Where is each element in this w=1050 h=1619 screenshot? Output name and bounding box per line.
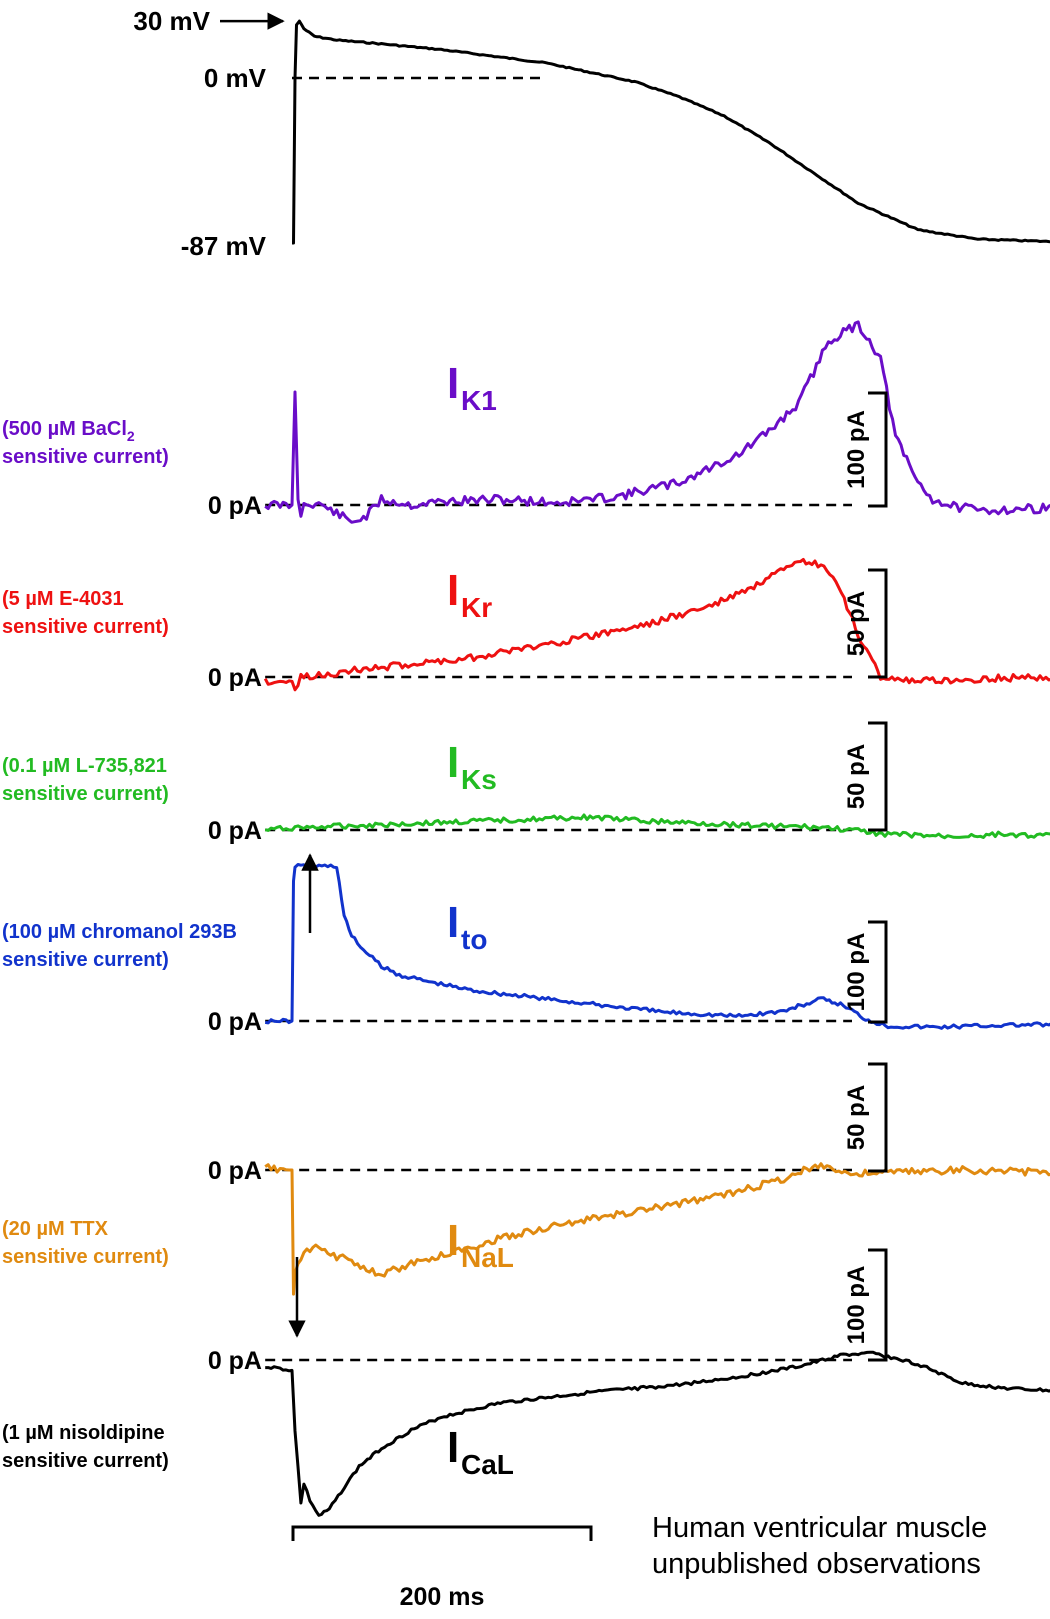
ical-current-label: I (447, 1423, 459, 1472)
footnote-line-1: Human ventricular muscle (652, 1512, 988, 1544)
iks-scale-bar (868, 721, 888, 832)
iks-trace (264, 813, 1050, 840)
ik1-scale-bar (868, 391, 888, 508)
inal-current-subscript: NaL (461, 1242, 514, 1273)
inal-zero-label: 0 pA (208, 1157, 262, 1185)
ical-trace (265, 1350, 1050, 1517)
ito-scale-label: 100 pA (843, 933, 870, 1012)
inal-trace (264, 1162, 1050, 1296)
iks-drug-line-1: (0.1 µM L-735,821 (2, 755, 167, 777)
ik1-zero-label: 0 pA (208, 492, 262, 520)
ik1-drug-line-1: (500 µM BaCl2 (2, 418, 135, 444)
ikr-drug-line-2: sensitive current) (2, 616, 169, 638)
ik1-drug-line-2: sensitive current) (2, 446, 169, 468)
ikr-drug-line-1: (5 µM E-4031 (2, 588, 124, 610)
ap-peak-label: 30 mV (133, 6, 210, 36)
time-scale-line (291, 1525, 593, 1541)
ik1-scale-label: 100 pA (843, 410, 870, 489)
iks-zero-label: 0 pA (208, 817, 262, 845)
panel-ical: 0 pA I CaL (1 µM nisoldipine sensitive curre… (2, 1248, 1050, 1517)
ical-zero-label: 0 pA (208, 1347, 262, 1375)
ito-drug-line-1: (100 µM chromanol 293B (2, 921, 237, 943)
ical-drug-line-2: sensitive current) (2, 1450, 169, 1472)
time-scale-bar: 200 ms (291, 1525, 593, 1611)
panel-inal: 0 pA I NaL (20 µM TTX sensitive current) 50 p… (2, 1062, 1050, 1296)
ikr-scale-bar (868, 568, 888, 679)
iks-scale-label: 50 pA (843, 744, 870, 809)
time-scale-label: 200 ms (400, 1583, 485, 1611)
ap-zero-label: 0 mV (204, 63, 267, 93)
panel-iks: 0 pA I Ks (0.1 µM L-735,821 sensitive curren… (2, 721, 1050, 845)
iks-current-label: I (447, 738, 459, 787)
ical-scale-bar (868, 1248, 888, 1362)
ito-current-subscript: to (461, 924, 487, 955)
iks-drug-line-2: sensitive current) (2, 783, 169, 805)
inal-scale-bar (868, 1062, 888, 1173)
inal-drug-line-2: sensitive current) (2, 1246, 169, 1268)
inal-drug-line-1: (20 µM TTX (2, 1218, 109, 1240)
ik1-drug-subscript: 2 (127, 428, 135, 444)
ical-current-subscript: CaL (461, 1449, 514, 1480)
ap-trace (292, 19, 1050, 245)
action-potential-panel: 30 mV 0 mV -87 mV (133, 6, 1050, 261)
ap-rest-label: -87 mV (181, 231, 267, 261)
footnote-line-2: unpublished observations (652, 1548, 981, 1580)
ik1-trace (264, 320, 1050, 524)
ito-scale-bar (868, 920, 888, 1024)
ikr-zero-label: 0 pA (208, 664, 262, 692)
ical-drug-line-1: (1 µM nisoldipine (2, 1422, 165, 1444)
ito-trace (264, 863, 1050, 1030)
ik1-current-label: I (447, 359, 459, 408)
ito-current-label: I (447, 898, 459, 947)
ical-scale-label: 100 pA (843, 1266, 870, 1345)
inal-current-label: I (447, 1216, 459, 1265)
ikr-trace (263, 557, 1050, 692)
ik1-current-subscript: K1 (461, 385, 497, 416)
footnote: Human ventricular muscle unpublished obs… (652, 1510, 1047, 1582)
ikr-scale-label: 50 pA (843, 591, 870, 656)
inal-scale-label: 50 pA (843, 1085, 870, 1150)
ikr-current-subscript: Kr (461, 592, 492, 623)
ikr-current-label: I (447, 566, 459, 615)
ito-drug-line-2: sensitive current) (2, 949, 169, 971)
ito-zero-label: 0 pA (208, 1008, 262, 1036)
panel-ito: 0 pA I to (100 µM chromanol 293B sensitive c… (2, 863, 1050, 1036)
panel-ikr: 0 pA I Kr (5 µM E-4031 sensitive current) 50 … (2, 557, 1050, 692)
iks-current-subscript: Ks (461, 764, 497, 795)
